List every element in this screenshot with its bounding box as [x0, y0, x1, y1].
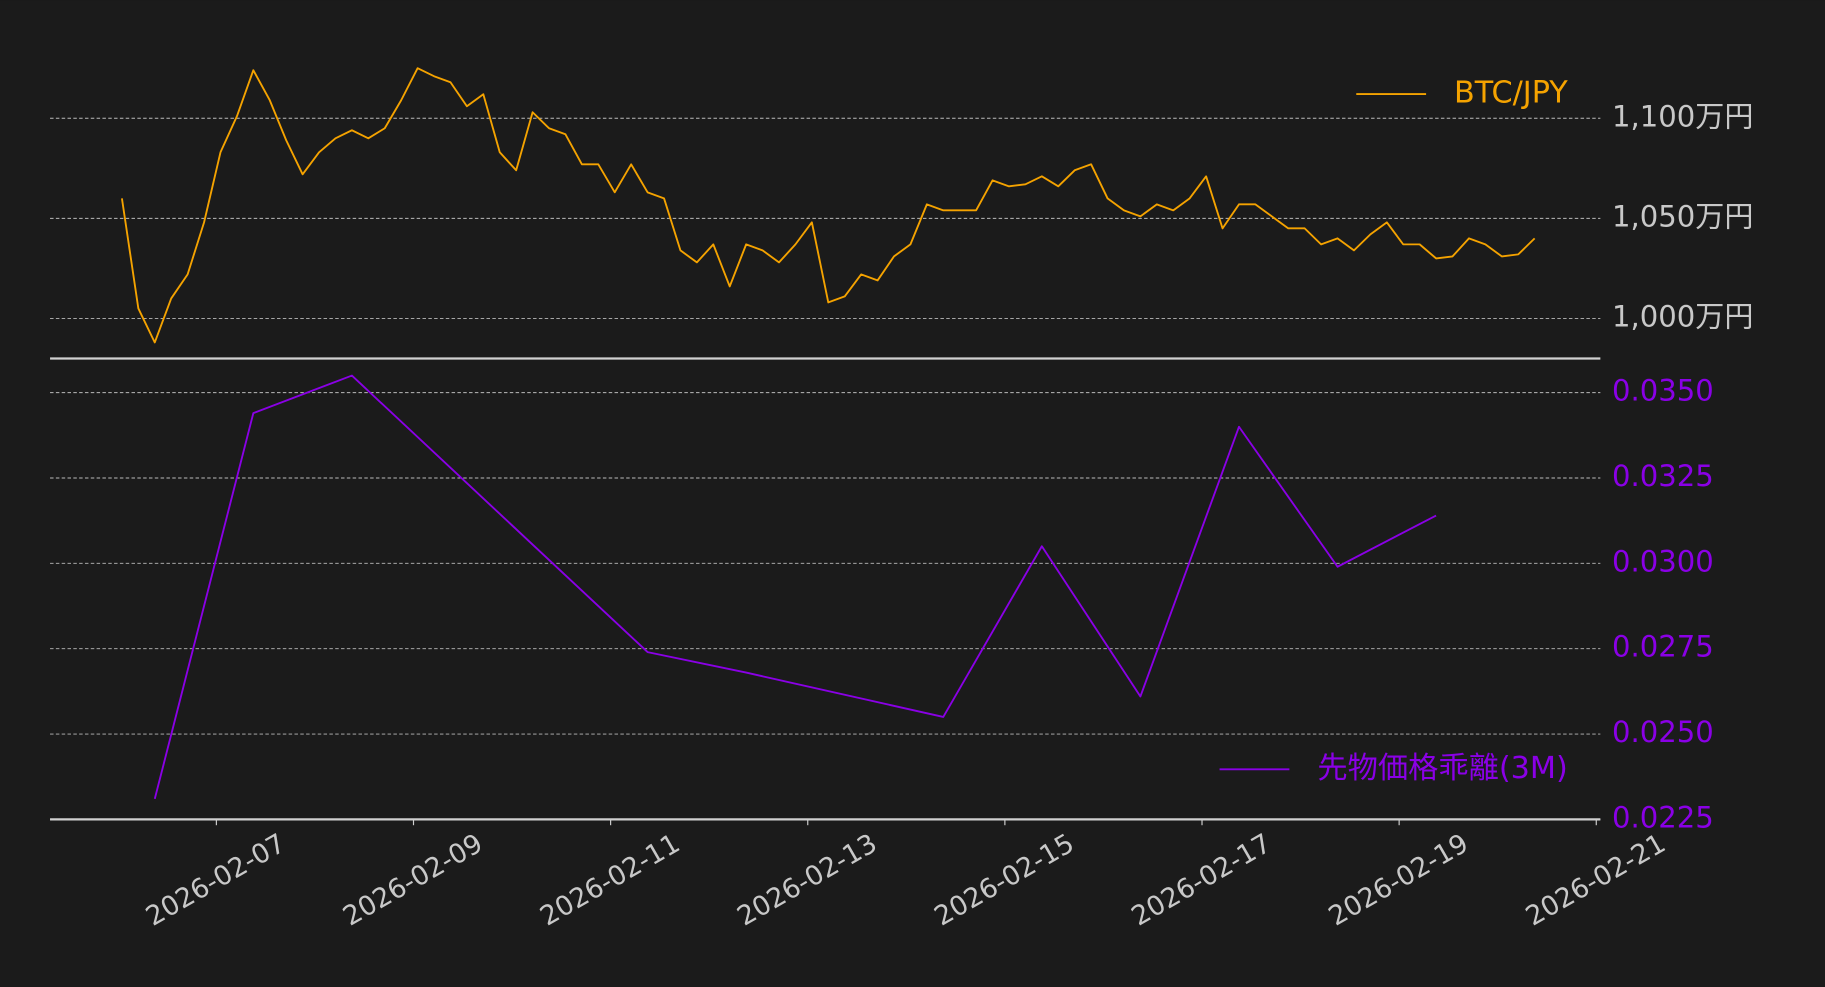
y-tick-label: 0.0350	[1612, 374, 1714, 408]
series-line	[120, 67, 1536, 344]
y-tick-label: 0.0325	[1612, 459, 1714, 493]
legend-label: 先物価格乖離(3M)	[1317, 751, 1567, 786]
y-tick-label: 1,050万円	[1612, 199, 1753, 233]
y-tick-label: 0.0250	[1612, 715, 1714, 749]
y-tick-label: 0.0300	[1612, 544, 1714, 578]
series-line	[153, 374, 1437, 800]
y-tick-label: 1,000万円	[1612, 299, 1753, 333]
legend-label: BTC/JPY	[1454, 76, 1568, 111]
y-tick-label: 0.0275	[1612, 630, 1714, 664]
y-tick-label: 1,100万円	[1612, 99, 1753, 133]
y-tick-label: 0.0225	[1612, 800, 1714, 834]
